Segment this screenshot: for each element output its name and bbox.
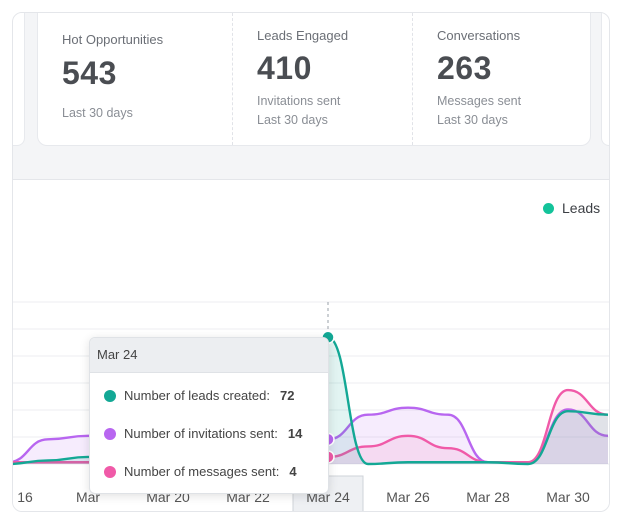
stat-conversations[interactable]: Conversations 263 Messages sent Last 30 … [412,13,591,145]
stat-sub: Invitations sent [257,94,341,108]
tooltip-date: Mar 24 [90,338,328,373]
stats-card: Hot Opportunities 543 Last 30 days Leads… [37,13,591,146]
x-tick-label: Mar 30 [546,489,590,505]
chart-tooltip: Mar 24 Number of leads created: 72 Numbe… [89,337,329,494]
series-dot-icon [104,389,116,402]
dashboard-frame: Hot Opportunities 543 Last 30 days Leads… [12,12,610,512]
tooltip-label: Number of leads created: [124,388,270,403]
leads-chart-panel: 16 Mar Mar 20 Mar 22 Mar 24 Mar 26 Mar 28 Mar 3… [13,179,609,511]
tooltip-label: Number of messages sent: [124,464,280,479]
series-area-number-of-messages-sent [13,390,608,464]
tooltip-value: 72 [279,388,295,403]
tooltip-row-invitations: Number of invitations sent: 14 [104,426,302,441]
x-tick-label: Mar 28 [466,489,510,505]
stat-label: Conversations [437,28,521,43]
stat-period: Last 30 days [437,113,508,127]
tooltip-value: 14 [287,426,303,441]
stat-label: Hot Opportunities [62,32,164,47]
legend-label: Leads [562,200,601,216]
stat-leads-engaged[interactable]: Leads Engaged 410 Invitations sent Last … [232,13,413,145]
stat-card-partial-right [601,13,609,146]
stat-value: 263 [437,50,492,86]
stat-period: Last 30 days [257,113,328,127]
x-tick-label: Mar 26 [386,489,430,505]
stat-value: 543 [62,55,117,91]
x-tick-label: 16 [17,489,33,505]
tooltip-value: 4 [289,464,297,479]
stat-value: 410 [257,50,312,86]
tooltip-row-leads: Number of leads created: 72 [104,388,294,403]
chart-legend-leads[interactable]: Leads [543,200,600,216]
series-dot-icon [104,465,116,478]
series-dot-icon [104,427,116,440]
stat-sub: Messages sent [437,94,522,108]
tooltip-label: Number of invitations sent: [124,426,278,441]
legend-marker-icon [543,202,554,214]
tooltip-row-messages: Number of messages sent: 4 [104,464,297,479]
stat-hot-opportunities[interactable]: Hot Opportunities 543 Last 30 days [38,13,232,145]
stat-sub: Last 30 days [62,106,133,120]
stat-label: Leads Engaged [257,28,349,43]
stat-card-partial-left [13,13,25,146]
